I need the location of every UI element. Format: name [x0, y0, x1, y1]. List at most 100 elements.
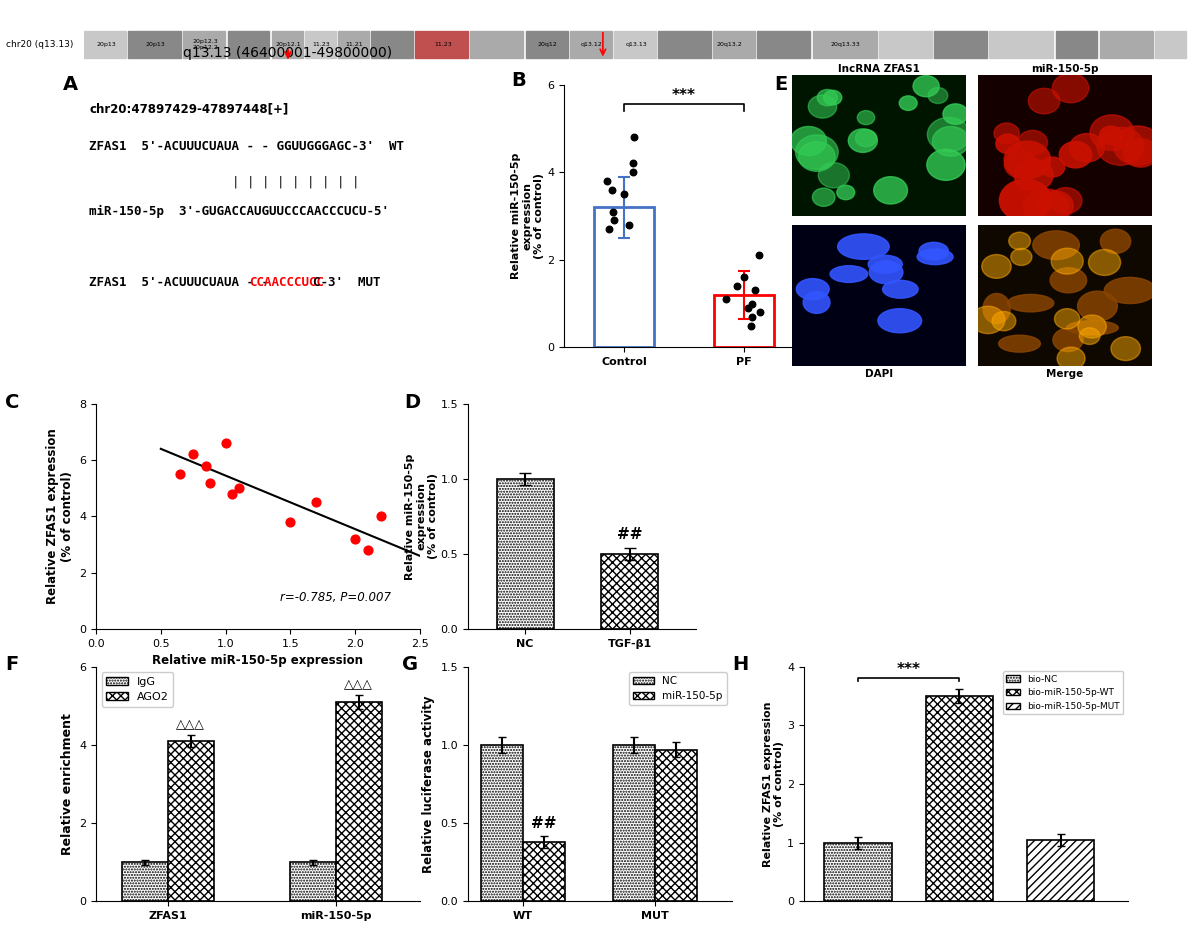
Circle shape [928, 87, 948, 103]
Ellipse shape [1078, 291, 1117, 321]
Circle shape [943, 104, 968, 124]
Circle shape [1050, 188, 1082, 214]
Y-axis label: Relative luciferase activity: Relative luciferase activity [422, 695, 436, 873]
Bar [757, 31, 810, 57]
Text: ***: *** [672, 88, 696, 103]
Circle shape [812, 188, 835, 207]
Circle shape [796, 135, 839, 169]
Text: B: B [511, 71, 526, 90]
Point [200, 475, 220, 490]
Text: 20p12.3
20p12.2: 20p12.3 20p12.2 [192, 39, 218, 50]
Circle shape [1099, 126, 1122, 145]
Circle shape [1052, 73, 1088, 102]
Bar [594, 208, 654, 347]
Ellipse shape [1067, 321, 1118, 335]
Bar [1099, 31, 1153, 57]
Point [624, 164, 643, 179]
Circle shape [1018, 131, 1048, 155]
Bar [812, 31, 877, 57]
Ellipse shape [868, 255, 902, 273]
Ellipse shape [1050, 268, 1087, 293]
Circle shape [1004, 141, 1050, 178]
Point [307, 495, 326, 510]
Point [602, 182, 622, 197]
Circle shape [1090, 115, 1134, 150]
Point [743, 309, 762, 324]
Bar [470, 31, 523, 57]
X-axis label: Relative miR-150-5p expression
(% of control): Relative miR-150-5p expression (% of con… [152, 654, 364, 683]
Circle shape [856, 130, 877, 146]
Circle shape [1010, 249, 1032, 266]
Text: q13.12: q13.12 [581, 42, 602, 47]
Circle shape [982, 254, 1012, 278]
Circle shape [1040, 157, 1064, 177]
Circle shape [996, 134, 1020, 153]
Text: H: H [733, 655, 749, 674]
Text: | | | | | | | | |: | | | | | | | | | [232, 176, 359, 189]
Ellipse shape [917, 249, 953, 265]
Legend: IgG, AGO2: IgG, AGO2 [102, 672, 174, 707]
Text: r=-0.785, P=0.007: r=-0.785, P=0.007 [281, 591, 391, 604]
Bar [989, 31, 1054, 57]
Text: ZFAS1  5'-ACUUUCUAUA - - GGUUGGGAGC-3'  WT: ZFAS1 5'-ACUUUCUAUA - - GGUUGGGAGC-3' WT [89, 140, 404, 153]
Bar [570, 31, 612, 57]
Ellipse shape [803, 291, 830, 314]
Circle shape [1088, 250, 1121, 275]
Text: ##: ## [532, 816, 557, 831]
Bar [714, 295, 774, 347]
Circle shape [926, 149, 965, 180]
Bar [1027, 839, 1094, 901]
Circle shape [1037, 191, 1073, 221]
Text: CCAACCCUCC: CCAACCCUCC [250, 276, 324, 289]
Text: 20p12.1: 20p12.1 [276, 42, 301, 47]
Text: E: E [774, 75, 787, 94]
Circle shape [1078, 315, 1106, 338]
Bar [1056, 31, 1098, 57]
Point [372, 509, 391, 524]
Point [614, 187, 634, 202]
Text: 11.23: 11.23 [434, 42, 451, 47]
Text: 11.23: 11.23 [312, 42, 330, 47]
Y-axis label: Relative ZFAS1 expression
(% of control): Relative ZFAS1 expression (% of control) [763, 701, 785, 867]
Point [742, 296, 761, 311]
Text: △△△: △△△ [344, 678, 373, 691]
Circle shape [1004, 151, 1038, 178]
Text: miR-150-5p  3'-GUGACCAUGUUCCCAACCCUCU-5': miR-150-5p 3'-GUGACCAUGUUCCCAACCCUCU-5' [89, 205, 389, 218]
Bar [338, 31, 368, 57]
Point [623, 156, 642, 171]
Bar [128, 31, 181, 57]
Bar [878, 31, 932, 57]
Circle shape [994, 123, 1019, 144]
Circle shape [992, 312, 1016, 331]
Bar [497, 479, 553, 629]
Bar [601, 554, 658, 629]
Ellipse shape [869, 261, 902, 284]
Circle shape [1079, 328, 1100, 345]
Bar [271, 31, 302, 57]
Bar [526, 31, 568, 57]
Text: C: C [5, 393, 19, 411]
Circle shape [1069, 133, 1104, 162]
Circle shape [818, 162, 850, 188]
Point [605, 213, 624, 228]
Point [716, 292, 736, 307]
Point [359, 543, 378, 558]
Circle shape [1060, 142, 1092, 168]
Point [738, 300, 757, 316]
Point [346, 531, 365, 546]
Point [598, 174, 617, 189]
Circle shape [823, 90, 841, 105]
Circle shape [1051, 248, 1084, 274]
Text: 20p13: 20p13 [96, 42, 116, 47]
Point [734, 269, 754, 285]
Circle shape [798, 142, 835, 171]
Y-axis label: Relative ZFAS1 expression
(% of control): Relative ZFAS1 expression (% of control) [46, 428, 73, 605]
Bar [481, 745, 523, 901]
Circle shape [817, 89, 838, 106]
Ellipse shape [919, 242, 948, 260]
Circle shape [809, 95, 836, 118]
Text: 20q12: 20q12 [538, 42, 558, 47]
Y-axis label: Relative miR-150-5p
expression
(% of control): Relative miR-150-5p expression (% of con… [404, 454, 438, 579]
Bar [613, 745, 655, 901]
Bar [84, 31, 126, 57]
